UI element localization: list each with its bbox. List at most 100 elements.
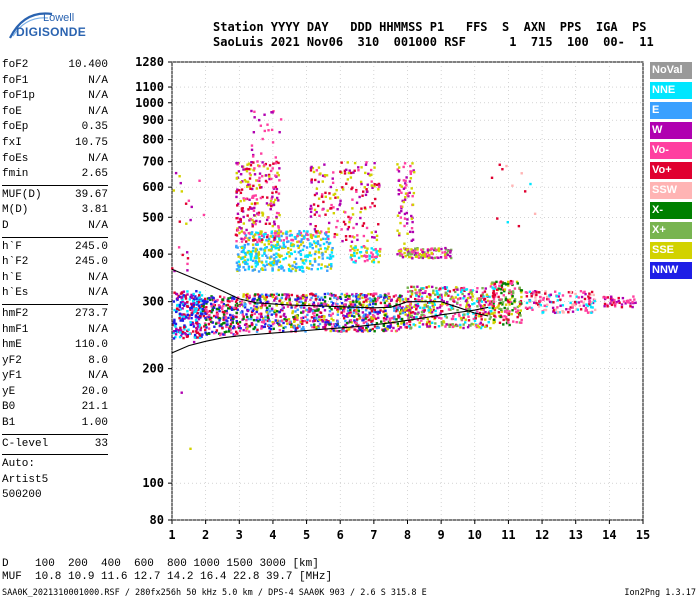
echo-point [398,233,401,237]
echo-point [267,203,270,207]
echo-point [314,298,318,301]
echo-point [299,253,303,257]
echo-point [497,295,500,299]
echo-point [272,186,275,189]
echo-point [363,206,367,209]
echo-point [456,293,460,297]
echo-point [186,262,189,266]
param-name: h`E [2,271,22,284]
echo-point [418,293,422,296]
echo-point [357,314,361,317]
echo-point [350,321,353,324]
echo-point [304,330,307,333]
echo-point [309,207,312,211]
echo-point [353,328,356,331]
echo-point [444,287,447,291]
echo-point [320,302,323,305]
echo-point [310,292,313,295]
echo-point [504,303,508,306]
echo-point [227,307,230,310]
echo-point [246,327,249,330]
echo-point [282,245,285,248]
echo-point [397,327,401,331]
echo-point [324,323,328,327]
echo-point [258,164,261,168]
echo-point [201,299,204,303]
echo-point [347,225,351,229]
echo-point [311,303,315,306]
echo-point [278,130,281,134]
legend-item-nnw: NNW [650,262,692,279]
param-value: N/A [88,219,108,232]
echo-point [410,285,413,289]
echo-point [187,199,191,202]
echo-point [354,246,357,249]
echo-point [310,267,313,271]
echo-point [484,287,487,290]
echo-point [210,316,213,320]
echo-point [275,315,278,318]
echo-point [268,177,271,181]
echo-point [254,257,258,260]
echo-point [431,285,434,289]
echo-point [268,319,271,323]
echo-point [493,295,497,298]
echo-point [277,265,281,269]
echo-point [371,260,374,263]
echo-point [275,292,279,296]
echo-point [511,291,515,295]
echo-point [293,250,297,253]
echo-point [317,197,321,200]
echo-point [629,305,632,308]
echo-point [520,321,523,324]
echo-point [374,298,377,301]
echo-point [336,320,339,323]
echo-point [426,321,429,324]
echo-point [247,162,251,165]
echo-point [217,332,221,335]
echo-point [288,269,291,272]
auto-label: Auto: [2,458,36,471]
echo-point [425,323,428,326]
echo-point [436,306,439,310]
echo-point [328,323,331,326]
echo-point [382,317,386,320]
echo-point [251,187,254,191]
echo-point [271,295,275,298]
echo-point [294,298,297,301]
echo-point [372,261,376,264]
echo-point [434,293,437,296]
echo-point [245,170,249,173]
echo-point [231,326,235,330]
echo-point [270,245,274,249]
echo-point [466,312,469,316]
echo-point [366,183,369,186]
echo-point [243,306,247,309]
echo-point [339,202,342,205]
echo-point [195,307,198,311]
echo-point [315,169,319,172]
echo-point [240,188,244,191]
echo-point [348,297,351,300]
echo-point [374,317,378,320]
echo-point [275,252,278,255]
echo-point [213,331,216,335]
echo-point [246,251,249,254]
echo-point [343,306,346,310]
echo-point [468,291,472,294]
echo-point [258,235,261,239]
echo-point [186,290,189,293]
param-row-yf2: yF2 8.0 [2,354,108,370]
echo-point [336,208,339,211]
echo-point [327,227,330,230]
echo-point [330,248,334,252]
echo-point [444,250,447,254]
echo-point [459,316,463,320]
echo-point [331,181,335,185]
echo-point [378,311,381,314]
echo-point [280,234,283,238]
echo-point [194,310,197,313]
echo-point [313,260,317,263]
echo-point [344,315,347,318]
echo-point [374,230,377,234]
